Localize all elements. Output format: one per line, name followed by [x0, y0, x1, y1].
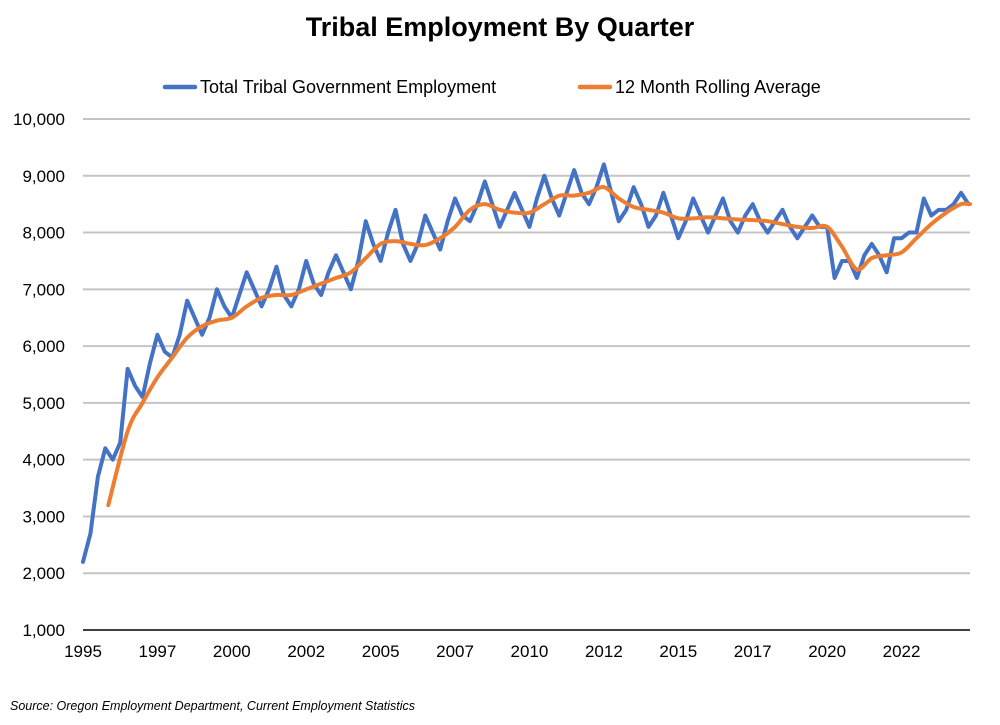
chart-title: Tribal Employment By Quarter	[305, 12, 695, 42]
y-tick-label: 7,000	[22, 280, 65, 299]
x-tick-label: 2022	[883, 642, 921, 661]
y-tick-label: 1,000	[22, 621, 65, 640]
legend-label-total: Total Tribal Government Employment	[200, 77, 496, 97]
x-tick-label: 1995	[64, 642, 102, 661]
y-tick-label: 3,000	[22, 507, 65, 526]
y-tick-label: 6,000	[22, 337, 65, 356]
x-tick-label: 1997	[138, 642, 176, 661]
x-tick-label: 2012	[585, 642, 623, 661]
y-tick-label: 10,000	[13, 110, 65, 129]
x-tick-label: 2007	[436, 642, 474, 661]
x-tick-label: 2017	[734, 642, 772, 661]
y-tick-label: 5,000	[22, 394, 65, 413]
y-tick-label: 9,000	[22, 167, 65, 186]
x-tick-label: 2002	[287, 642, 325, 661]
y-tick-label: 8,000	[22, 224, 65, 243]
x-tick-label: 2010	[511, 642, 549, 661]
x-tick-label: 2000	[213, 642, 251, 661]
series-line-total-employment	[81, 162, 971, 564]
source-note: Source: Oregon Employment Department, Cu…	[10, 699, 416, 713]
x-tick-label: 2020	[808, 642, 846, 661]
series-line-rolling-average	[106, 185, 972, 508]
x-tick-label: 2005	[362, 642, 400, 661]
y-tick-label: 4,000	[22, 451, 65, 470]
x-tick-label: 2015	[659, 642, 697, 661]
y-tick-label: 2,000	[22, 564, 65, 583]
legend-label-rolling: 12 Month Rolling Average	[615, 77, 821, 97]
